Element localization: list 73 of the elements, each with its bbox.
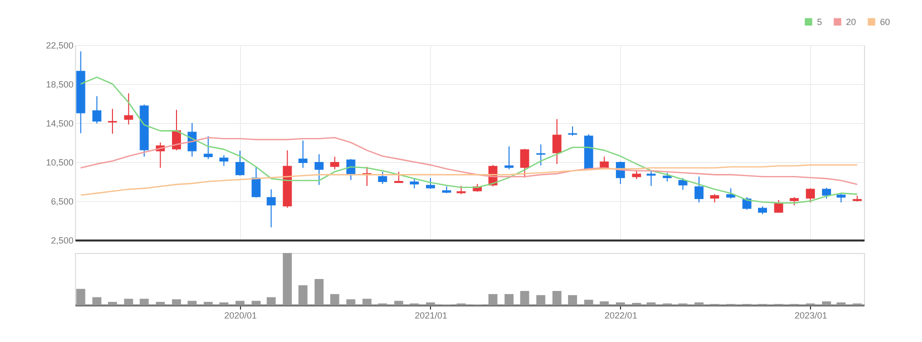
candlestick bbox=[394, 171, 404, 184]
bar bbox=[314, 279, 324, 305]
y-tick-label: 2,500 bbox=[50, 236, 74, 246]
legend-label: 20 bbox=[846, 16, 856, 27]
candlestick bbox=[235, 150, 244, 176]
candlestick bbox=[568, 126, 578, 136]
bar bbox=[646, 302, 656, 305]
bar bbox=[822, 301, 832, 305]
y-tick-label: 22,500 bbox=[46, 40, 74, 50]
y-tick-label: 18,500 bbox=[46, 80, 74, 90]
legend-label: 60 bbox=[880, 16, 890, 27]
bar bbox=[124, 298, 134, 305]
candlestick bbox=[92, 96, 102, 124]
candlestick bbox=[378, 171, 388, 184]
bar bbox=[76, 288, 86, 305]
bar bbox=[536, 295, 546, 305]
candlestick bbox=[646, 170, 656, 186]
bar bbox=[92, 297, 102, 305]
candlestick bbox=[426, 178, 435, 190]
y-tick-label: 6,500 bbox=[50, 196, 74, 206]
bar bbox=[204, 302, 213, 305]
candlestick bbox=[266, 188, 276, 228]
bar bbox=[488, 294, 498, 305]
bar bbox=[266, 297, 276, 305]
bar bbox=[426, 302, 435, 305]
y-tick-label: 10,500 bbox=[46, 158, 74, 168]
bar bbox=[394, 300, 404, 305]
bar bbox=[298, 285, 308, 305]
candlestick bbox=[552, 118, 562, 164]
candlestick bbox=[822, 187, 832, 200]
bar bbox=[140, 298, 149, 305]
candlestick bbox=[108, 108, 117, 134]
bar bbox=[188, 300, 197, 305]
candlestick bbox=[806, 188, 815, 203]
x-tick-label: 2021/01 bbox=[414, 310, 448, 320]
bar bbox=[552, 290, 562, 305]
bar bbox=[616, 302, 625, 305]
candlestick bbox=[314, 154, 324, 186]
bar bbox=[346, 299, 356, 305]
bar bbox=[600, 301, 609, 305]
bar bbox=[694, 302, 704, 305]
bar bbox=[172, 299, 181, 305]
candlestick bbox=[694, 176, 704, 203]
bar bbox=[520, 290, 530, 305]
candlestick bbox=[298, 140, 308, 168]
candlestick bbox=[219, 154, 228, 166]
bar bbox=[219, 302, 228, 305]
candlestick bbox=[410, 178, 419, 189]
candlestick bbox=[520, 148, 530, 178]
candlestick bbox=[204, 136, 213, 160]
x-tick-label: 2022/01 bbox=[604, 310, 638, 320]
candlestick bbox=[124, 92, 134, 125]
candlestick bbox=[536, 144, 546, 166]
bar bbox=[330, 294, 340, 305]
bar bbox=[584, 300, 594, 305]
candlestick bbox=[252, 166, 261, 198]
bar bbox=[504, 294, 514, 305]
candlestick bbox=[678, 178, 688, 190]
legend-label: 5 bbox=[817, 16, 822, 27]
x-tick-label: 2023/01 bbox=[794, 310, 828, 320]
bar bbox=[156, 302, 165, 305]
candlestick bbox=[330, 156, 340, 170]
bar bbox=[252, 300, 261, 305]
bar bbox=[362, 298, 372, 305]
y-tick-label: 14,500 bbox=[46, 118, 74, 128]
candlestick bbox=[742, 196, 752, 210]
bar bbox=[108, 302, 117, 305]
bar bbox=[568, 295, 578, 305]
bar bbox=[836, 302, 846, 305]
candlestick bbox=[504, 146, 514, 170]
bar bbox=[282, 253, 292, 305]
bar bbox=[235, 300, 244, 305]
x-tick-label: 2020/01 bbox=[224, 310, 257, 320]
